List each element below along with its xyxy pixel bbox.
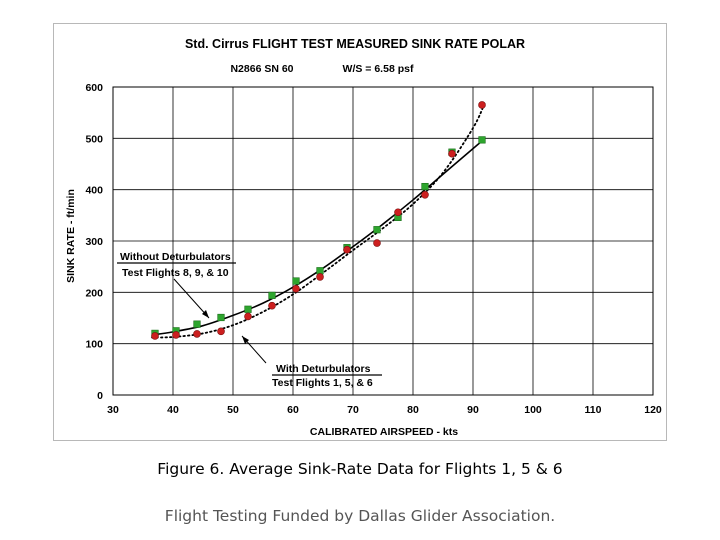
data-point-without-deturbulators: [478, 136, 486, 144]
annotation-with-arrowhead: [242, 336, 249, 344]
x-tick-label: 100: [524, 404, 542, 416]
x-tick-label: 80: [407, 404, 419, 416]
data-point-without-deturbulators: [193, 320, 201, 328]
x-tick-label: 70: [347, 404, 359, 416]
data-point-with-deturbulators: [373, 239, 381, 247]
plot-area-border: [112, 86, 654, 396]
annotation-with-title: With Deturbulators: [276, 363, 371, 375]
data-point-with-deturbulators: [244, 312, 252, 321]
fit-curve-with-deturbulators: [151, 101, 486, 339]
data-point-with-deturbulators: [172, 331, 180, 339]
annotation-with-flights: Test Flights 1, 5, & 6: [272, 377, 373, 389]
x-tick-label: 110: [585, 404, 602, 416]
x-tick-label: 40: [167, 404, 179, 416]
chart-frame: 30 40 50 60 70 80 90 100 110 120 0 100 200 300 400 500 6…: [53, 23, 667, 441]
annotation-without-arrowhead: [202, 310, 209, 318]
annotation-without-flights: Test Flights 8, 9, & 10: [122, 267, 229, 279]
y-tick-label: 400: [85, 185, 103, 197]
data-point-without-deturbulators: [421, 182, 429, 191]
data-point-with-deturbulators: [478, 101, 486, 109]
data-point-without-deturbulators: [373, 226, 381, 234]
y-tick-label: 600: [85, 82, 103, 94]
data-point-with-deturbulators: [268, 301, 276, 310]
chart-title: Std. Cirrus FLIGHT TEST MEASURED SINK RA…: [185, 37, 525, 51]
sink-rate-chart: 30 40 50 60 70 80 90 100 110 120 0 100 200 300 400 500 6…: [65, 37, 662, 438]
data-point-without-deturbulators: [292, 277, 300, 285]
figure-caption: Figure 6. Average Sink-Rate Data for Fli…: [157, 460, 563, 478]
x-axis-label: CALIBRATED AIRSPEED - kts: [310, 426, 458, 438]
data-point-with-deturbulators: [193, 330, 201, 338]
x-tick-label: 30: [107, 404, 119, 416]
x-tick-label: 120: [644, 404, 662, 416]
data-point-with-deturbulators: [316, 273, 324, 281]
data-point-without-deturbulators: [268, 291, 276, 300]
y-tick-label: 500: [85, 133, 103, 145]
x-tick-label: 90: [467, 404, 479, 416]
fit-curve-without-deturbulators: [151, 137, 486, 336]
chart-subtitle-aircraft: N2866 SN 60: [230, 63, 293, 75]
data-point-with-deturbulators: [448, 149, 456, 158]
data-point-with-deturbulators: [394, 208, 402, 217]
data-point-with-deturbulators: [292, 284, 300, 293]
footer-note: Flight Testing Funded by Dallas Glider A…: [164, 507, 556, 525]
y-tick-label: 0: [97, 390, 103, 402]
x-tick-label: 50: [227, 404, 239, 416]
chart-subtitle-wing-loading: W/S = 6.58 psf: [343, 63, 414, 75]
y-tick-label: 300: [85, 236, 103, 248]
annotation-without-title: Without Deturbulators: [120, 251, 231, 263]
data-point-with-deturbulators: [343, 245, 351, 254]
data-point-with-deturbulators: [421, 191, 429, 199]
annotation-without-leader: [173, 278, 210, 319]
y-axis-label: SINK RATE - ft/min: [65, 189, 77, 283]
data-point-without-deturbulators: [217, 313, 225, 322]
x-tick-label: 60: [287, 404, 299, 416]
data-point-without-deturbulators: [316, 267, 324, 275]
y-tick-label: 200: [85, 287, 103, 299]
data-point-with-deturbulators: [151, 332, 159, 340]
y-tick-label: 100: [85, 339, 103, 351]
data-point-without-deturbulators: [244, 305, 252, 313]
data-point-with-deturbulators: [217, 327, 225, 336]
